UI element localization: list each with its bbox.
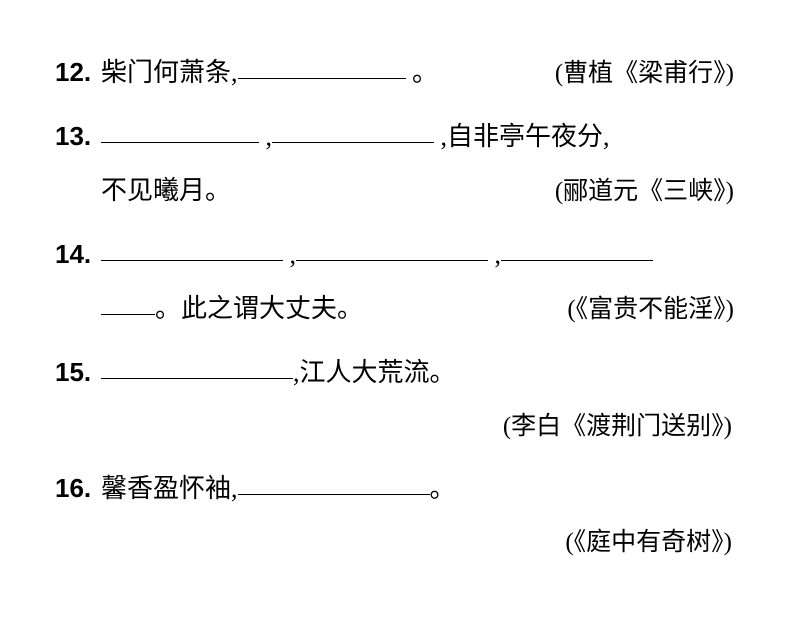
question-14: 14. , , 。此之谓大丈夫。 (《富贵不能淫》) [55,227,734,337]
source-citation: (李白《渡荆门送别》) [55,401,734,454]
question-number: 13. [55,109,101,164]
text-suffix: 。 [430,474,456,503]
text-prefix: 馨香盈怀袖, [101,474,238,503]
text-suffix: 。 [406,58,439,87]
comma: , [259,122,272,151]
comma: , [488,240,501,269]
fill-blank[interactable] [101,289,155,315]
question-number: 16. [55,461,101,516]
question-number: 15. [55,345,101,400]
text-line2: 。此之谓大丈夫。 [155,294,363,323]
fill-blank[interactable] [101,235,283,261]
question-12: 12. 柴门何萧条, 。 (曹植《梁甫行》) [55,45,734,101]
text-tail: ,自非亭午夜分, [434,122,610,151]
fill-blank[interactable] [501,235,653,261]
question-16: 16. 馨香盈怀袖, 。 (《庭中有奇树》) [55,461,734,569]
question-number: 12. [55,45,101,100]
fill-blank[interactable] [101,353,293,379]
question-number: 14. [55,227,101,282]
text-prefix: 柴门何萧条, [101,58,238,87]
question-13: 13. , ,自非亭午夜分, 不见曦月。 (郦道元《三峡》) [55,109,734,219]
source-citation: (《富贵不能淫》) [567,284,734,337]
fill-blank[interactable] [272,117,434,143]
fill-blank[interactable] [238,53,406,79]
text-suffix: ,江人大荒流。 [293,358,456,387]
source-citation: (《庭中有奇树》) [55,517,734,570]
source-citation: (曹植《梁甫行》) [555,48,734,101]
comma: , [283,240,296,269]
question-15: 15. ,江人大荒流。 (李白《渡荆门送别》) [55,345,734,453]
fill-blank[interactable] [238,469,430,495]
text-line2: 不见曦月。 [101,164,231,219]
fill-blank[interactable] [296,235,488,261]
fill-blank[interactable] [101,117,259,143]
source-citation: (郦道元《三峡》) [555,166,734,219]
